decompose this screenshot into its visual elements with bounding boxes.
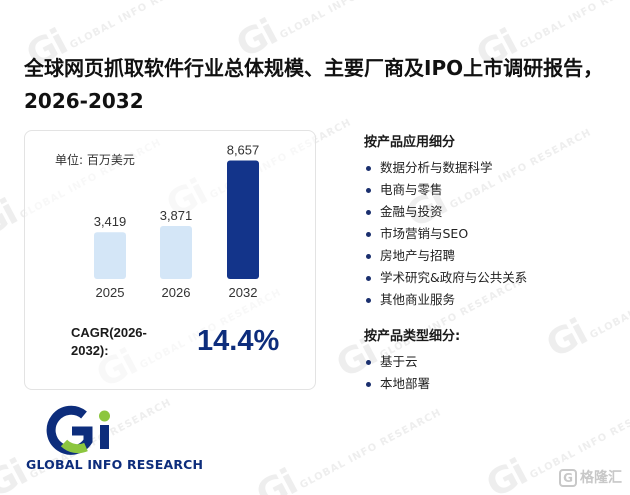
application-item: 其他商业服务 xyxy=(364,289,614,311)
cagr-value: 14.4% xyxy=(197,325,280,357)
badge-mark: G xyxy=(559,469,577,487)
type-item: 本地部署 xyxy=(364,373,614,395)
category-label: 2032 xyxy=(229,285,258,300)
type-list: 基于云 本地部署 xyxy=(364,351,614,395)
cagr-label: CAGR(2026-2032): xyxy=(71,325,147,358)
bar-2032 xyxy=(227,160,259,279)
type-segment-title: 按产品类型细分: xyxy=(364,329,461,344)
application-item: 电商与零售 xyxy=(364,179,614,201)
bar-value-label: 8,657 xyxy=(227,142,260,157)
bar-value-label: 3,871 xyxy=(160,208,193,223)
application-list: 数据分析与数据科学 电商与零售 金融与投资 市场营销与SEO 房地产与招聘 学术研究&政府… xyxy=(364,157,614,311)
type-item: 基于云 xyxy=(364,351,614,373)
application-item: 房地产与招聘 xyxy=(364,245,614,267)
unit-label: 单位: 百万美元 xyxy=(55,153,135,167)
bar-value-label: 3,419 xyxy=(94,214,127,229)
market-size-card: 单位: 百万美元 3,419 2025 3,871 2026 8,657 2032 CAG… xyxy=(24,130,316,390)
bar-2025 xyxy=(94,232,126,279)
application-item: 金融与投资 xyxy=(364,201,614,223)
logo-text: GLOBAL INFO RESEARCH xyxy=(26,457,204,472)
gi-logo-icon xyxy=(46,405,110,455)
page-title: 全球网页抓取软件行业总体规模、主要厂商及IPO上市调研报告，2026-2032 xyxy=(24,56,604,113)
bar-2026 xyxy=(160,226,192,279)
segment-panel: 按产品应用细分 数据分析与数据科学 电商与零售 金融与投资 市场营销与SEO 房地产与招… xyxy=(364,131,614,395)
application-segment-title: 按产品应用细分 xyxy=(364,135,456,150)
application-item: 市场营销与SEO xyxy=(364,223,614,245)
application-item: 学术研究&政府与公共关系 xyxy=(364,267,614,289)
corner-badge: G 格隆汇 xyxy=(559,467,622,487)
application-item: 数据分析与数据科学 xyxy=(364,157,614,179)
category-label: 2026 xyxy=(162,285,191,300)
company-logo: GLOBAL INFO RESEARCH xyxy=(24,405,214,475)
category-label: 2025 xyxy=(96,285,125,300)
badge-text: 格隆汇 xyxy=(580,470,622,486)
bar-chart: 3,419 2025 3,871 2026 8,657 2032 xyxy=(94,142,260,300)
